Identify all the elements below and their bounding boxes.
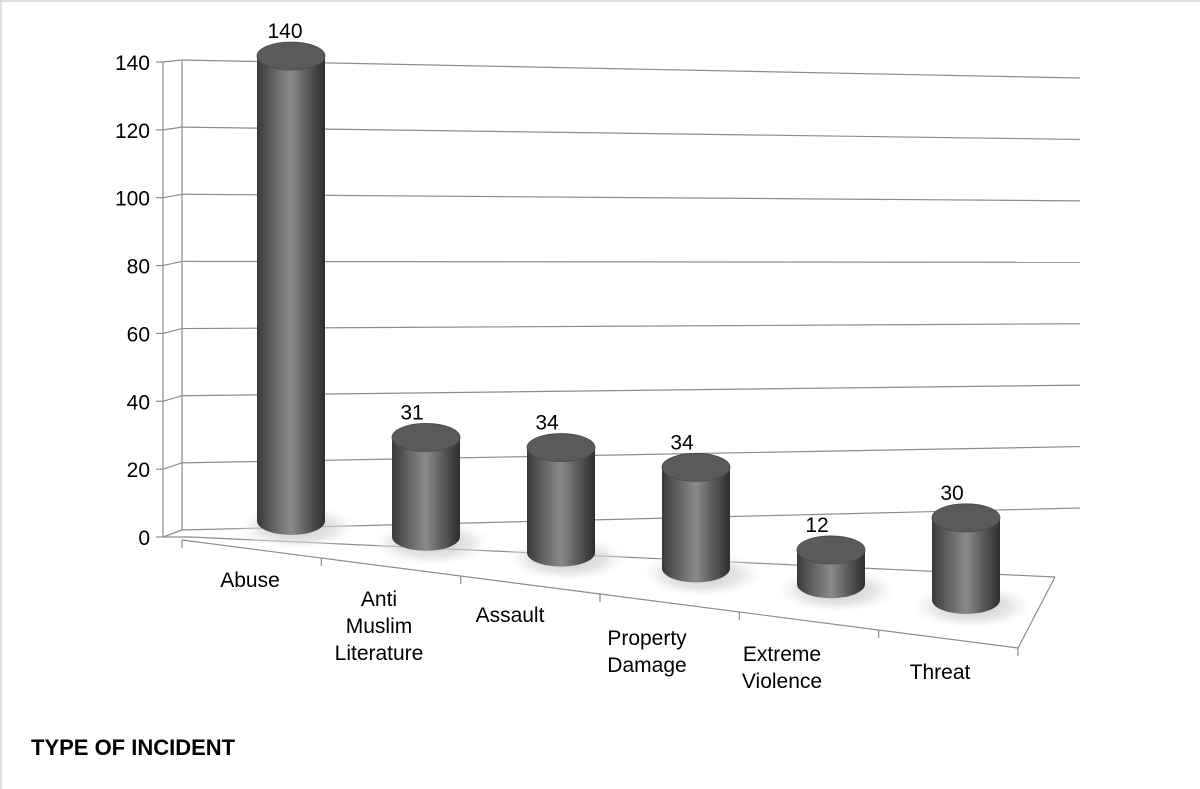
category-label-line: Anti — [361, 588, 397, 611]
category-label: Threat — [910, 661, 971, 684]
bar — [503, 433, 631, 583]
bar-body — [662, 467, 730, 583]
y-tick-label: 120 — [115, 120, 150, 143]
gridline — [181, 126, 1081, 141]
y-tick-label: 100 — [115, 188, 150, 211]
bar-body — [392, 437, 460, 551]
category-label-line: Assault — [476, 604, 545, 627]
y-tick-label: 0 — [138, 527, 150, 550]
category-label: Extreme Violence — [742, 643, 822, 693]
gridline — [181, 445, 1081, 464]
side-gridline — [162, 327, 183, 335]
bar — [233, 41, 361, 551]
category-label-line: Muslim — [346, 615, 413, 638]
category-label-line: Damage — [607, 654, 686, 677]
category-label-line: Abuse — [220, 569, 280, 592]
data-labels: 140 31 34 34 12 30 — [267, 20, 963, 537]
bar — [773, 535, 901, 615]
gridline — [181, 59, 1081, 79]
bar-top — [796, 535, 866, 565]
data-label: 140 — [267, 20, 302, 43]
category-label: Assault — [476, 604, 545, 627]
category-label-line: Extreme — [743, 643, 821, 666]
category-label-line: Violence — [742, 670, 822, 693]
y-tick-label: 20 — [127, 459, 150, 482]
bar-top — [526, 433, 596, 462]
side-gridline — [162, 395, 183, 402]
y-tick-label: 40 — [127, 391, 150, 414]
bar-body — [257, 56, 325, 535]
bar-top — [661, 452, 731, 482]
side-gridline — [162, 462, 183, 470]
gridline — [181, 260, 1081, 263]
side-gridline — [162, 193, 183, 199]
category-label: Property Damage — [607, 627, 687, 677]
bar-top — [391, 423, 461, 452]
bar — [368, 423, 496, 567]
side-gridline — [162, 126, 183, 131]
category-labels: Abuse Anti Muslim Literature Assault Property… — [220, 569, 970, 693]
category-label-line: Property — [607, 627, 687, 650]
bar-body — [932, 517, 1000, 614]
bar — [638, 452, 766, 599]
category-label: Anti Muslim Literature — [335, 588, 424, 665]
data-label: 12 — [805, 514, 828, 537]
x-axis-title: TYPE OF INCIDENT — [31, 735, 236, 760]
gridline — [181, 323, 1081, 330]
side-gridline — [162, 59, 183, 63]
y-tick-label: 80 — [127, 256, 150, 279]
floor-right-edge — [1017, 576, 1056, 649]
data-label: 30 — [940, 482, 963, 505]
bar-top — [256, 41, 326, 71]
side-gridline — [162, 529, 183, 538]
bars — [233, 41, 1036, 630]
side-gridline — [162, 260, 183, 267]
data-label: 31 — [400, 401, 423, 424]
data-label: 34 — [670, 431, 694, 454]
y-tick-label: 60 — [127, 323, 150, 346]
data-label: 34 — [535, 412, 559, 435]
category-label-line: Literature — [335, 642, 424, 665]
bar-body — [527, 447, 595, 567]
category-label-line: Threat — [910, 661, 971, 684]
bar-top — [931, 503, 1001, 533]
bar — [908, 503, 1036, 630]
gridline — [181, 384, 1081, 397]
gridline — [181, 193, 1081, 202]
y-tick-label: 140 — [115, 52, 150, 75]
category-label: Abuse — [220, 569, 280, 592]
y-tick-labels: 0 20 40 60 80 100 120 140 — [115, 52, 150, 550]
